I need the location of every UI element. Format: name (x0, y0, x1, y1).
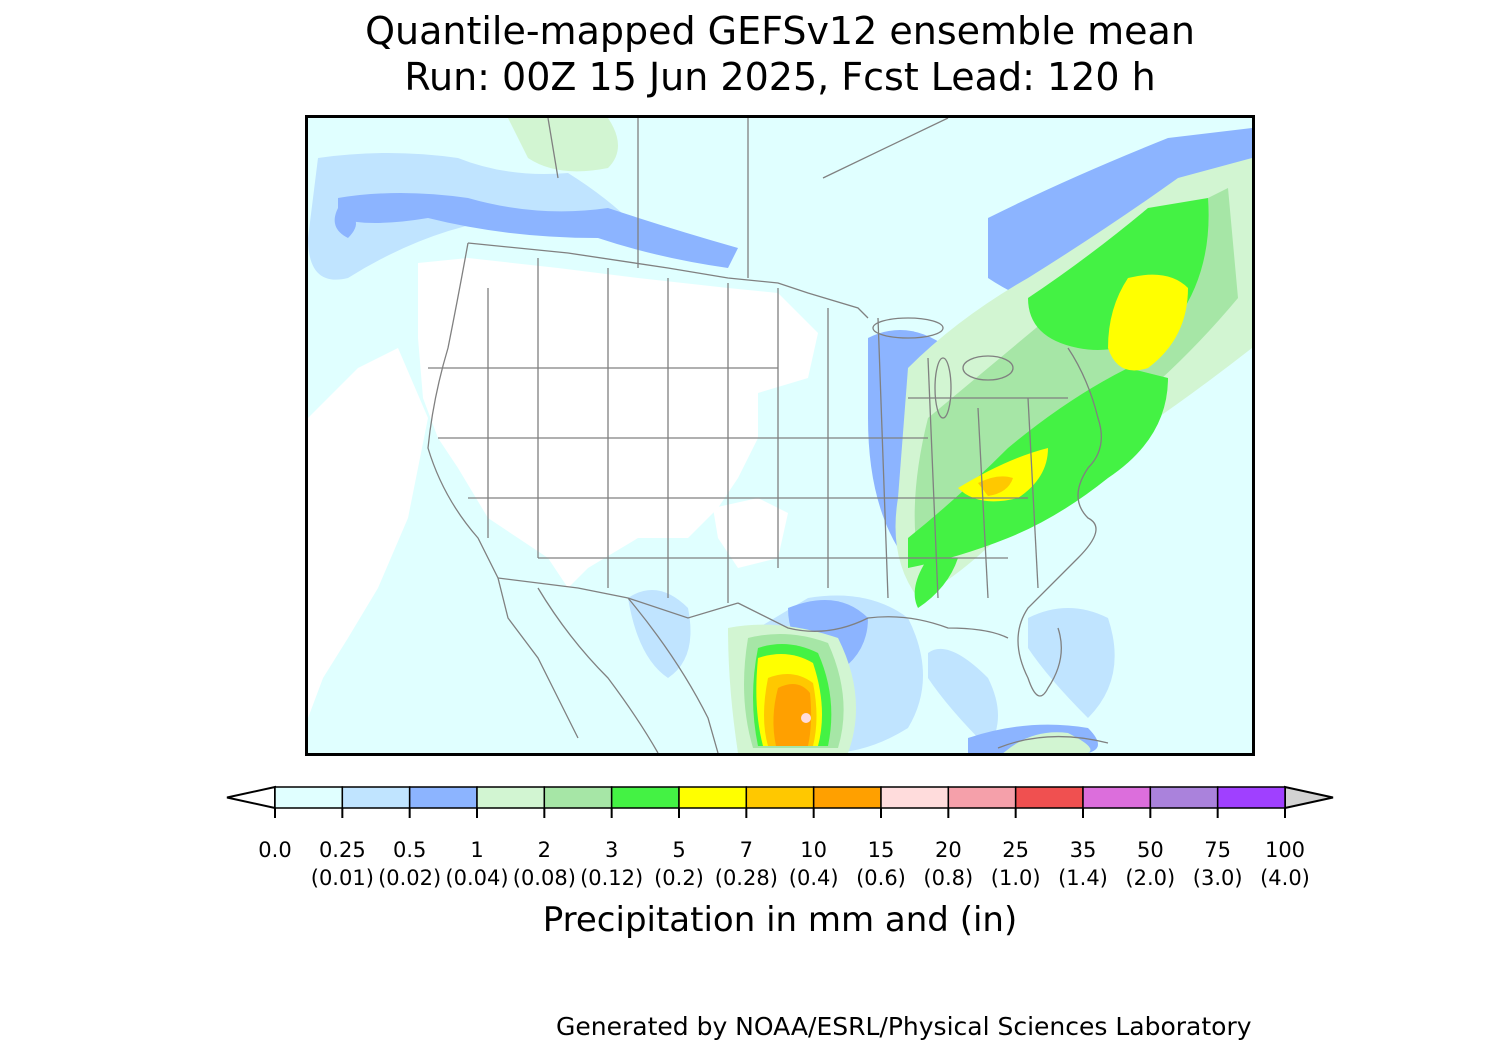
map-canvas (308, 118, 1252, 753)
colorbar-tick-label-mm: 75 (1204, 838, 1231, 862)
colorbar-tick-label-in: (0.01) (311, 866, 374, 890)
colorbar: 0.0 0.25 (0.01) 0.5 (0.02) 1 (0.04) 2 (0.08) 3 (0.… (225, 785, 1345, 899)
colorbar-label: Precipitation in mm and (in) (542, 900, 1018, 940)
colorbar-swatch (1014, 786, 1084, 809)
colorbar-svg: 0.0 0.25 (0.01) 0.5 (0.02) 1 (0.04) 2 (0.08) 3 (0.… (226, 785, 1334, 890)
colorbar-tick-label-mm: 0.25 (319, 838, 366, 862)
colorbar-over-arrow (1284, 785, 1334, 810)
colorbar-swatch (543, 786, 613, 809)
colorbar-tick-label-in: (2.0) (1125, 866, 1175, 890)
colorbar-tick-label-in: (0.04) (445, 866, 508, 890)
colorbar-tick-label-in: (1.0) (991, 866, 1041, 890)
colorbar-tick-label-mm: 1 (470, 838, 483, 862)
colorbar-tick-label-mm: 25 (1002, 838, 1029, 862)
colorbar-tick-label-in: (0.4) (789, 866, 839, 890)
colorbar-tick-label-in: (0.6) (856, 866, 906, 890)
colorbar-swatch (812, 786, 882, 809)
colorbar-tick-label-in: (0.02) (378, 866, 441, 890)
colorbar-swatch (341, 786, 411, 809)
colorbar-tick-label-mm: 35 (1070, 838, 1097, 862)
colorbar-tick-label-in: (3.0) (1193, 866, 1243, 890)
dry-areas (308, 258, 818, 718)
colorbar-tick-label-mm: 5 (672, 838, 685, 862)
precipitation-map (305, 115, 1255, 756)
colorbar-tick-label-mm: 3 (605, 838, 618, 862)
colorbar-swatch (745, 786, 815, 809)
colorbar-tick-label-in: (0.2) (654, 866, 704, 890)
colorbar-tick-label-mm: 15 (868, 838, 895, 862)
colorbar-swatch (274, 786, 344, 809)
colorbar-swatch (408, 786, 478, 809)
colorbar-tick-label-in: (1.4) (1058, 866, 1108, 890)
colorbar-tick-label-in: (4.0) (1260, 866, 1310, 890)
colorbar-tick-label-mm: 10 (800, 838, 827, 862)
colorbar-tick-label-mm: 0.0 (258, 838, 291, 862)
map-title-line-1: Quantile-mapped GEFSv12 ensemble mean (365, 9, 1195, 53)
colorbar-tick-label-mm: 0.5 (393, 838, 426, 862)
credit-text: Generated by NOAA/ESRL/Physical Sciences… (556, 1012, 1252, 1041)
colorbar-swatch (1216, 786, 1286, 809)
colorbar-tick-label-in: (0.12) (580, 866, 643, 890)
precip-band-15mm (801, 713, 811, 723)
precip-band-10mm (773, 684, 812, 746)
colorbar-swatch (1149, 786, 1219, 809)
colorbar-tick-label-mm: 7 (740, 838, 753, 862)
colorbar-swatch (1082, 786, 1152, 809)
colorbar-tick-label-mm: 20 (935, 838, 962, 862)
colorbar-swatch (476, 786, 546, 809)
colorbar-tick-label-in: (0.08) (513, 866, 576, 890)
state-and-country-boundaries (427, 118, 1109, 753)
colorbar-tick-label-mm: 50 (1137, 838, 1164, 862)
colorbar-under-arrow (226, 785, 276, 810)
colorbar-swatch (678, 786, 748, 809)
colorbar-tick-label-mm: 2 (538, 838, 551, 862)
colorbar-tick-label-in: (0.28) (715, 866, 778, 890)
colorbar-swatch (610, 786, 680, 809)
colorbar-swatch (947, 786, 1017, 809)
colorbar-tick-label-in: (0.8) (923, 866, 973, 890)
map-title-line-2: Run: 00Z 15 Jun 2025, Fcst Lead: 120 h (404, 55, 1156, 99)
colorbar-swatch (880, 786, 950, 809)
colorbar-tick-label-mm: 100 (1265, 838, 1305, 862)
